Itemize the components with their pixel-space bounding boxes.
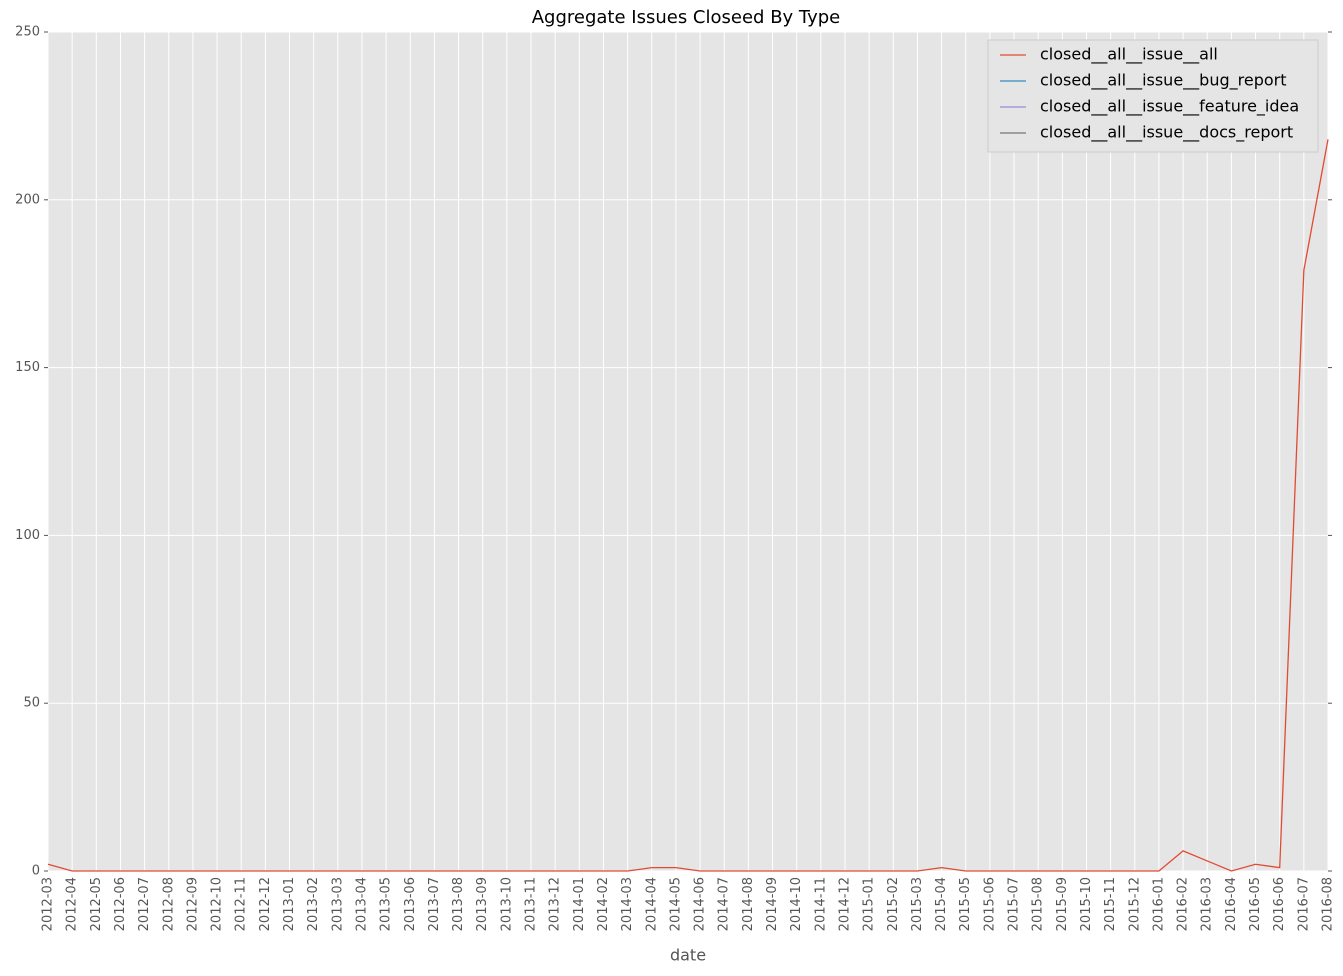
x-tick-label: 2015-03 bbox=[910, 877, 925, 931]
x-tick-label: 2013-08 bbox=[451, 877, 466, 931]
x-tick-label: 2013-05 bbox=[379, 877, 394, 931]
x-tick-label: 2015-08 bbox=[1031, 877, 1046, 931]
series-line bbox=[47, 139, 1329, 872]
legend-label: closed__all__issue__all bbox=[1040, 45, 1218, 65]
x-tick-label: 2013-03 bbox=[330, 877, 345, 931]
x-tick-label: 2016-07 bbox=[1296, 877, 1311, 931]
chart-title: Aggregate Issues Closeed By Type bbox=[532, 7, 841, 28]
x-tick-label: 2013-04 bbox=[354, 877, 369, 931]
x-tick-label: 2012-04 bbox=[65, 877, 80, 931]
y-tick-label: 150 bbox=[15, 360, 40, 375]
x-tick-label: 2014-06 bbox=[693, 877, 708, 931]
x-tick-label: 2012-11 bbox=[234, 877, 249, 931]
x-tick-label: 2016-03 bbox=[1200, 877, 1215, 931]
x-tick-label: 2015-10 bbox=[1079, 877, 1094, 931]
legend-label: closed__all__issue__bug_report bbox=[1040, 71, 1286, 91]
x-tick-label: 2015-12 bbox=[1127, 877, 1142, 931]
x-tick-label: 2014-10 bbox=[789, 877, 804, 931]
x-tick-label: 2014-07 bbox=[717, 877, 732, 931]
x-tick-label: 2016-08 bbox=[1321, 877, 1336, 931]
x-tick-label: 2014-05 bbox=[668, 877, 683, 931]
x-tick-label: 2013-11 bbox=[524, 877, 539, 931]
x-tick-label: 2014-03 bbox=[620, 877, 635, 931]
x-tick-label: 2014-01 bbox=[572, 877, 587, 931]
x-tick-label: 2016-02 bbox=[1176, 877, 1191, 931]
x-tick-label: 2012-10 bbox=[210, 877, 225, 931]
y-tick-label: 0 bbox=[32, 864, 40, 879]
x-tick-label: 2015-04 bbox=[934, 877, 949, 931]
x-tick-label: 2012-08 bbox=[161, 877, 176, 931]
x-tick-label: 2015-11 bbox=[1103, 877, 1118, 931]
x-tick-label: 2015-09 bbox=[1055, 877, 1070, 931]
x-tick-label: 2015-02 bbox=[886, 877, 901, 931]
x-tick-label: 2013-02 bbox=[306, 877, 321, 931]
legend-box bbox=[987, 39, 1319, 153]
y-tick-label: 250 bbox=[15, 25, 40, 40]
x-tick-label: 2014-02 bbox=[596, 877, 611, 931]
y-tick-label: 100 bbox=[15, 528, 40, 543]
x-tick-label: 2015-01 bbox=[862, 877, 877, 931]
x-tick-label: 2016-04 bbox=[1224, 877, 1239, 931]
x-tick-label: 2014-04 bbox=[644, 877, 659, 931]
x-tick-label: 2012-03 bbox=[41, 877, 56, 931]
x-tick-label: 2013-10 bbox=[499, 877, 514, 931]
plot-area bbox=[48, 32, 1328, 871]
x-tick-label: 2014-08 bbox=[741, 877, 756, 931]
x-tick-label: 2014-09 bbox=[765, 877, 780, 931]
x-tick-label: 2013-07 bbox=[427, 877, 442, 931]
x-tick-label: 2014-11 bbox=[813, 877, 828, 931]
x-tick-label: 2012-07 bbox=[137, 877, 152, 931]
x-tick-label: 2016-01 bbox=[1151, 877, 1166, 931]
x-tick-label: 2012-06 bbox=[113, 877, 128, 931]
y-tick-label: 50 bbox=[23, 696, 40, 711]
x-tick-label: 2014-12 bbox=[837, 877, 852, 931]
legend-label: closed__all__issue__docs_report bbox=[1040, 123, 1293, 143]
x-tick-label: 2012-12 bbox=[258, 877, 273, 931]
x-tick-label: 2012-05 bbox=[89, 877, 104, 931]
x-tick-label: 2015-06 bbox=[982, 877, 997, 931]
x-tick-label: 2013-12 bbox=[548, 877, 563, 931]
x-tick-label: 2016-06 bbox=[1272, 877, 1287, 931]
x-tick-label: 2015-07 bbox=[1007, 877, 1022, 931]
legend-label: closed__all__issue__feature_idea bbox=[1040, 97, 1299, 117]
x-tick-label: 2016-05 bbox=[1248, 877, 1263, 931]
y-tick-label: 200 bbox=[15, 192, 40, 207]
x-tick-label: 2013-09 bbox=[475, 877, 490, 931]
x-tick-label: 2013-01 bbox=[282, 877, 297, 931]
x-tick-label: 2012-09 bbox=[185, 877, 200, 931]
x-axis-label: date bbox=[670, 946, 706, 965]
x-tick-label: 2013-06 bbox=[403, 877, 418, 931]
x-tick-label: 2015-05 bbox=[958, 877, 973, 931]
